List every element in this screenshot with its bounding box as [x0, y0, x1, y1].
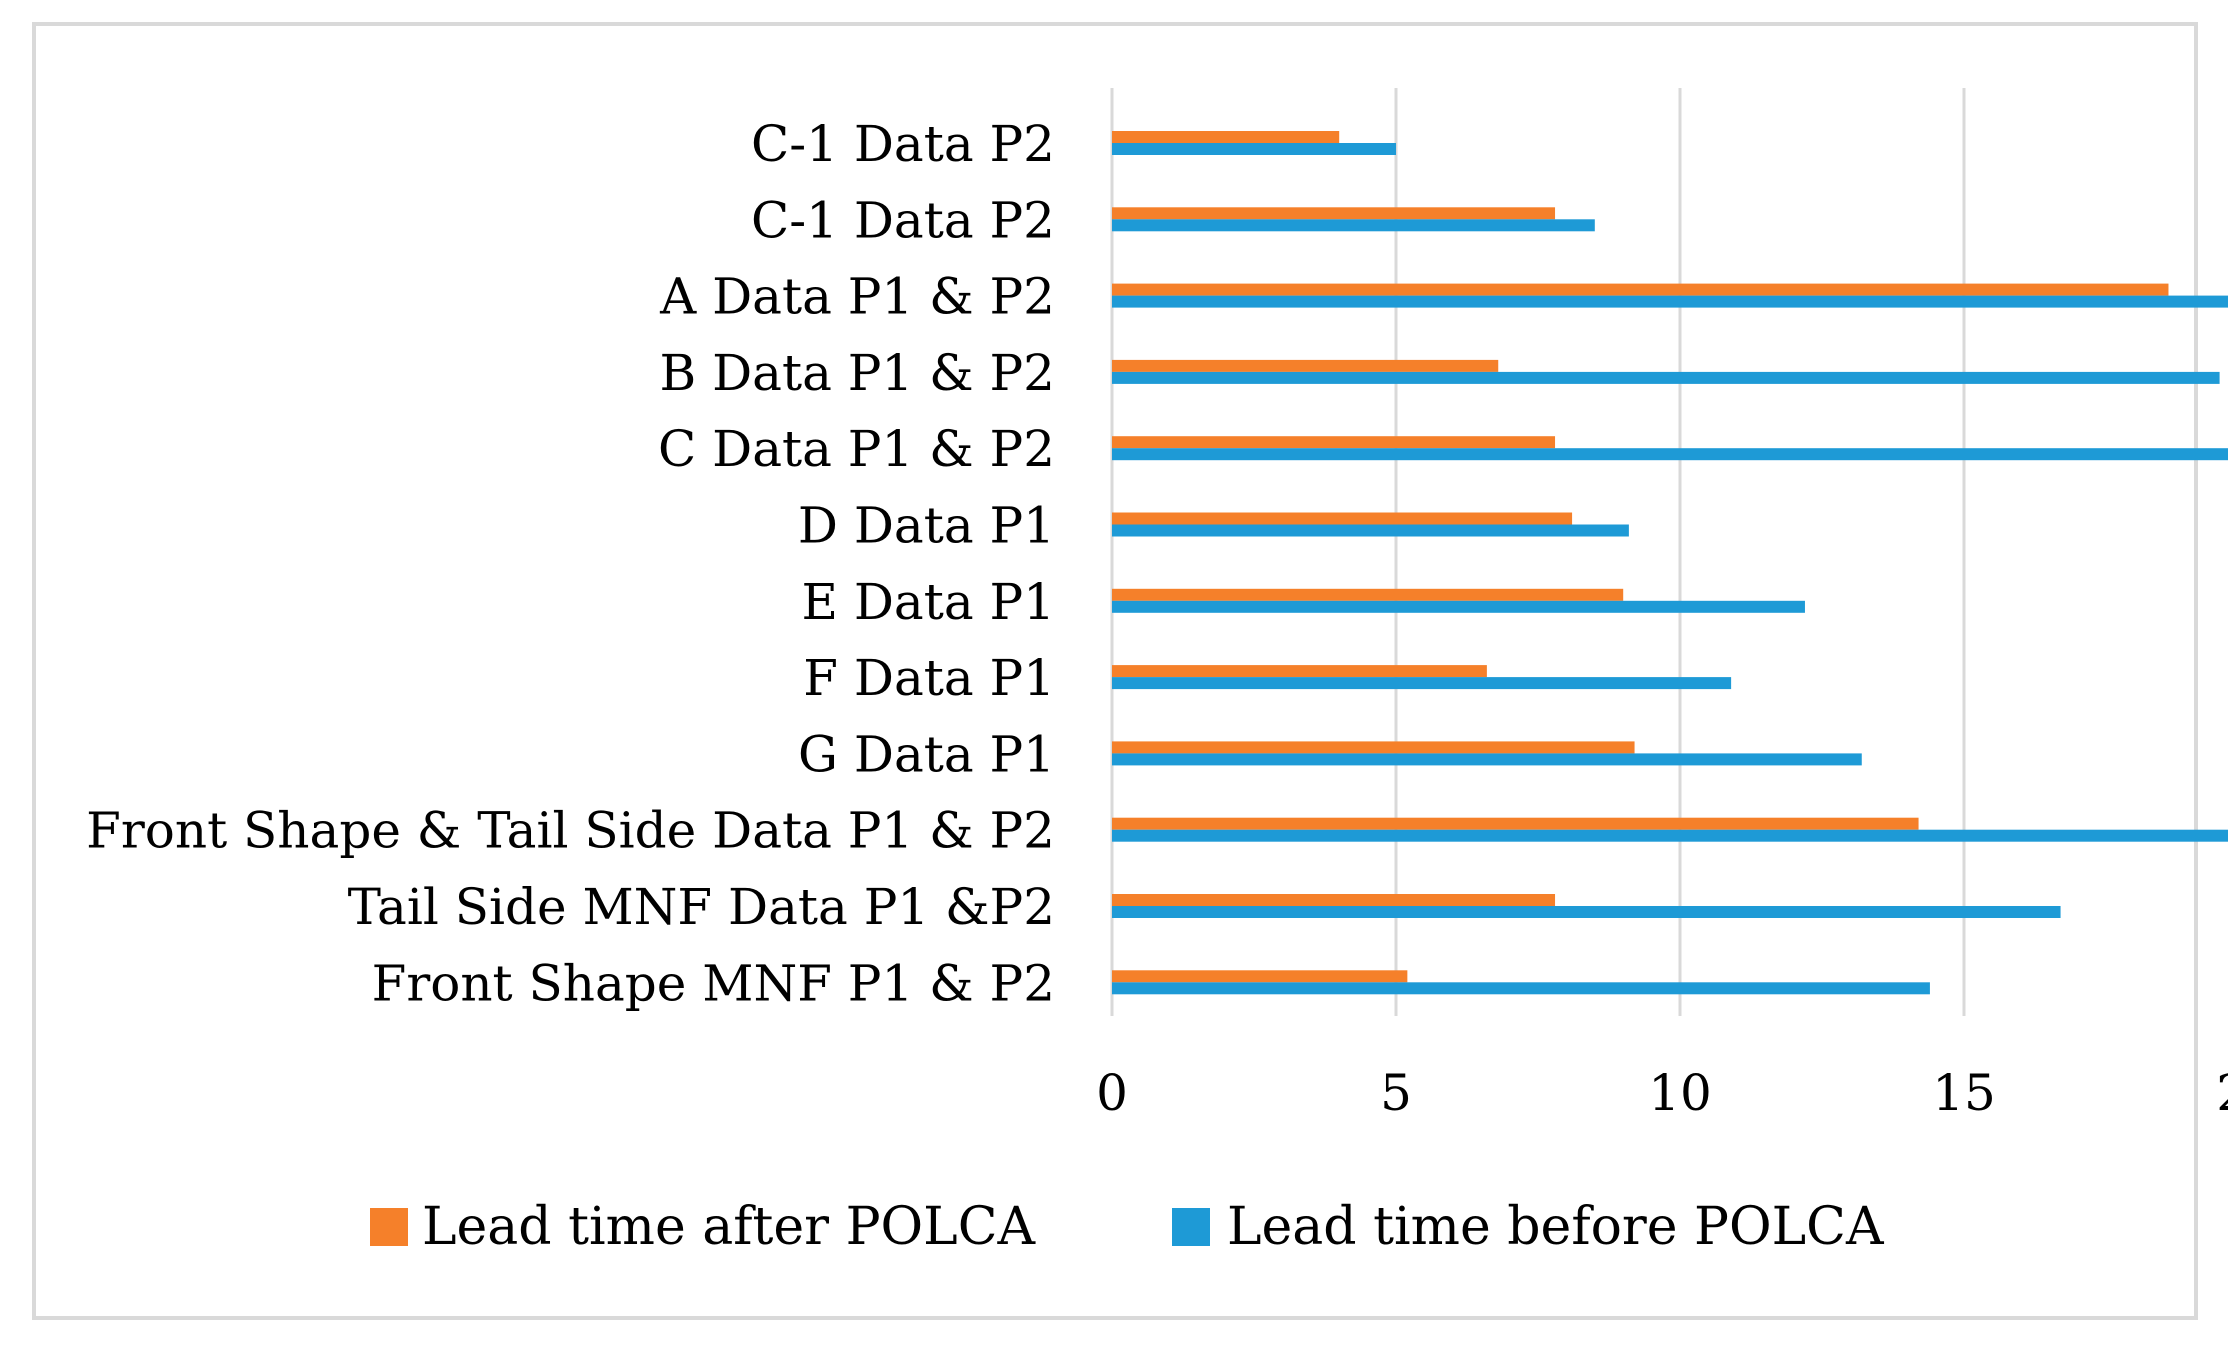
- legend: Lead time after POLCA Lead time before PO…: [370, 1197, 1885, 1257]
- category-label: A Data P1 & P2: [659, 268, 1055, 326]
- bar-before-polca: [1112, 600, 1805, 613]
- category-label: F Data P1: [803, 649, 1055, 707]
- bar-before-polca: [1112, 829, 2228, 842]
- x-tick-label: 10: [1648, 1064, 1712, 1122]
- bar-after-polca: [1112, 817, 1919, 830]
- category-label: E Data P1: [801, 573, 1055, 631]
- bar-before-polca: [1112, 448, 2228, 461]
- bar-after-polca: [1112, 359, 1499, 372]
- bar-after-polca: [1112, 436, 1556, 449]
- category-label: Front Shape & Tail Side Data P1 & P2: [86, 802, 1055, 860]
- category-label: Tail Side MNF Data P1 &P2: [348, 878, 1055, 936]
- category-label: C-1 Data P2: [751, 115, 1055, 173]
- bar-before-polca: [1112, 677, 1732, 690]
- bar-before-polca: [1112, 524, 1629, 537]
- category-label: B Data P1 & P2: [659, 344, 1055, 402]
- category-label: C Data P1 & P2: [658, 420, 1055, 478]
- bar-after-polca: [1112, 512, 1573, 525]
- x-tick-label: 0: [1096, 1064, 1128, 1122]
- bars: [1112, 131, 2228, 995]
- bar-before-polca: [1112, 371, 2220, 384]
- bar-after-polca: [1112, 741, 1635, 754]
- category-label: Front Shape MNF P1 & P2: [372, 954, 1055, 1012]
- bar-before-polca: [1112, 906, 2061, 918]
- bar-before-polca: [1112, 143, 1396, 155]
- category-label: D Data P1: [798, 497, 1055, 555]
- bar-after-polca: [1112, 588, 1624, 601]
- legend-label: Lead time before POLCA: [1227, 1197, 1885, 1257]
- bar-after-polca: [1112, 207, 1556, 220]
- bar-after-polca: [1112, 283, 2169, 296]
- bar-after-polca: [1112, 665, 1487, 678]
- category-label: C-1 Data P2: [751, 191, 1055, 249]
- bar-before-polca: [1112, 219, 1595, 232]
- bar-before-polca: [1112, 753, 1862, 766]
- legend-swatch: [370, 1208, 408, 1246]
- bar-after-polca: [1112, 131, 1340, 143]
- bar-before-polca: [1112, 295, 2228, 308]
- bar-after-polca: [1112, 970, 1408, 983]
- category-labels: C-1 Data P2 C-1 Data P2 A Data P1 & P2 B Da…: [86, 115, 1055, 1012]
- x-tick-label: 20: [2216, 1064, 2228, 1122]
- category-label: G Data P1: [798, 725, 1055, 783]
- x-tick-labels: 05101520253035: [1096, 1064, 2228, 1122]
- legend-swatch: [1172, 1208, 1210, 1246]
- bar-after-polca: [1112, 894, 1556, 906]
- gridlines: [1110, 88, 1966, 1016]
- legend-label: Lead time after POLCA: [422, 1197, 1037, 1257]
- bar-before-polca: [1112, 982, 1930, 995]
- x-tick-label: 15: [1932, 1064, 1996, 1122]
- x-tick-label: 5: [1380, 1064, 1412, 1122]
